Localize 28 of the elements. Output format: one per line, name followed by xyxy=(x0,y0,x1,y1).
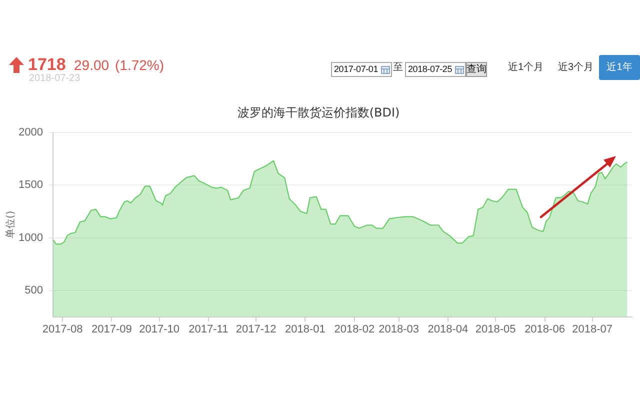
text: 近1个月 xyxy=(508,62,544,73)
y-axis-title: 单位() xyxy=(4,210,17,239)
x-tick-label: 2017-09 xyxy=(92,323,132,336)
date-field[interactable]: 2018-07-25 xyxy=(405,62,466,77)
text: (1.72%) xyxy=(115,57,164,73)
x-tick-label: 2018-03 xyxy=(378,323,419,336)
y-tick-label: 1500 xyxy=(18,179,43,192)
x-tick-label: 2017-11 xyxy=(188,323,228,336)
y-tick-label: 2000 xyxy=(18,126,43,138)
y-tick-label: 1000 xyxy=(18,232,43,244)
date-field[interactable]: 2017-07-01 xyxy=(331,62,392,77)
x-tick-label: 2018-06 xyxy=(524,323,565,336)
x-tick-label: 2017-10 xyxy=(139,323,180,336)
x-tick-label: 2018-02 xyxy=(334,323,375,336)
text: 29.00 xyxy=(74,57,110,73)
x-tick-label: 2017-12 xyxy=(236,323,276,336)
x-tick-label: 2018-01 xyxy=(285,323,326,336)
x-tick-label: 2018-04 xyxy=(428,323,468,336)
x-tick-label: 2018-07 xyxy=(572,323,613,336)
y-tick-label: 500 xyxy=(24,284,43,296)
x-tick-label: 2017-08 xyxy=(42,323,83,336)
button[interactable]: 近1年 xyxy=(599,55,640,80)
text: 1718 xyxy=(28,55,66,74)
chart-title: 波罗的海干散货运价指数(BDI) xyxy=(237,105,400,120)
button[interactable]: 查询 xyxy=(466,62,487,77)
text: 至 xyxy=(393,62,403,73)
text: 近3个月 xyxy=(558,62,594,73)
x-tick-label: 2018-05 xyxy=(475,323,516,336)
